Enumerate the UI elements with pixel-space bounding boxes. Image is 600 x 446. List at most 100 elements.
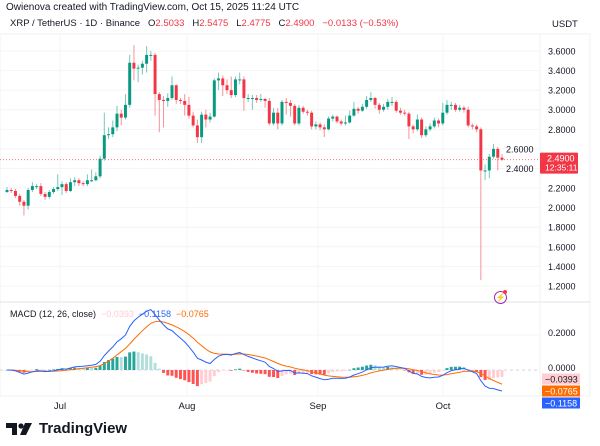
candle-body [9, 190, 13, 192]
macd-signal-line [7, 320, 503, 385]
candle-body [43, 193, 47, 197]
macd-histogram-bar [297, 370, 301, 374]
candle-body [183, 100, 187, 105]
macd-histogram-bar [377, 366, 381, 370]
macd-histogram-bar [327, 370, 331, 374]
lightning-icon[interactable]: ⚡ [494, 291, 507, 304]
symbol-legend: XRP / TetherUS · 1D · Binance O2.5033 H2… [10, 18, 398, 29]
macd-histogram-bar [348, 369, 352, 371]
candle-body [500, 157, 504, 160]
macd-histogram-bar [441, 370, 445, 371]
time-axis-label: Aug [179, 401, 196, 412]
candle-body [187, 104, 191, 116]
macd-histogram-bar [174, 370, 178, 378]
change-value: −0.0133 (−0.53%) [322, 18, 399, 29]
candle-body [73, 180, 77, 183]
macd-histogram-bar [415, 370, 419, 374]
time-axis-label: Sep [310, 401, 327, 412]
candle-body [242, 79, 246, 98]
macd-histogram-bar [365, 365, 369, 370]
candle-body [238, 79, 242, 81]
candle-body [225, 85, 229, 91]
candle-body [157, 94, 161, 100]
macd-value-badge [542, 373, 580, 385]
macd-histogram-bar [81, 368, 85, 370]
candle-body [420, 119, 424, 136]
candle-body [64, 184, 68, 191]
candle-body [360, 106, 364, 111]
macd-histogram-bar [492, 370, 496, 379]
open-value: 2.5033 [155, 18, 185, 29]
macd-signal-value: −0.0765 [176, 309, 209, 319]
candle-body [77, 180, 81, 184]
candle-body [52, 189, 56, 192]
macd-histogram-bar [35, 369, 39, 370]
candle-body [22, 201, 26, 206]
time-axis-label: Oct [436, 401, 451, 412]
candle-body [195, 125, 199, 138]
price-axis-label: 3.0000 [548, 105, 576, 115]
macd-histogram-bar [94, 367, 98, 370]
close-label: C [278, 18, 286, 29]
candle-body [479, 129, 483, 171]
symbol-info[interactable]: XRP / TetherUS · 1D · Binance [10, 18, 141, 29]
macd-histogram-bar [335, 370, 339, 372]
candle-body [432, 120, 436, 127]
close-value: 2.4900 [285, 18, 315, 29]
candle-body [128, 62, 132, 105]
macd-histogram-bar [43, 370, 47, 371]
macd-value-badge-text: −0.1158 [545, 399, 577, 409]
macd-axis-label: 0.0000 [548, 363, 576, 373]
candle-body [453, 104, 457, 110]
macd-histogram-bar [242, 370, 246, 371]
macd-histogram-bar [153, 362, 157, 370]
macd-histogram-bar [102, 362, 106, 370]
macd-histogram-bar [47, 369, 51, 371]
candle-body [85, 180, 89, 185]
macd-histogram-value: −0.0393 [101, 309, 134, 319]
macd-histogram-bar [386, 366, 390, 370]
macd-histogram-bar [322, 370, 326, 375]
candle-body [56, 187, 60, 190]
candle-body [407, 113, 411, 127]
macd-title[interactable]: MACD (12, 26, close) [10, 309, 97, 319]
candle-body [119, 113, 123, 118]
macd-histogram-bar [90, 368, 94, 370]
high-label: H [192, 18, 200, 29]
candle-body [35, 186, 39, 188]
macd-histogram-bar [123, 356, 127, 370]
candle-body [204, 114, 208, 120]
candle-body [492, 148, 496, 157]
price-axis-label: 1.2000 [548, 281, 576, 291]
candle-body [390, 101, 394, 103]
candle-body [102, 135, 106, 159]
macd-value-badge-text: −0.0765 [545, 387, 578, 397]
chart-credit: Owienova created with TradingView.com, O… [6, 2, 300, 13]
macd-histogram-bar [272, 370, 276, 377]
macd-histogram-bar [360, 366, 364, 370]
macd-histogram-bar [132, 351, 136, 370]
candle-body [415, 119, 419, 130]
macd-value-badge-text: −0.0393 [545, 375, 578, 385]
candle-body [208, 116, 212, 120]
macd-histogram-bar [183, 370, 187, 381]
candle-body [149, 54, 153, 56]
candle-body [81, 183, 85, 185]
candle-body [496, 148, 500, 158]
macd-histogram-bar [276, 370, 280, 379]
candle-body [437, 120, 441, 124]
macd-histogram-bar [166, 370, 170, 376]
candle-body [343, 122, 347, 124]
macd-histogram-bar [107, 360, 111, 370]
tradingview-brand: TradingView [39, 420, 128, 437]
candle-body [212, 80, 216, 117]
candle-body [30, 186, 34, 191]
macd-histogram-bar [200, 370, 204, 385]
macd-histogram-bar [449, 366, 453, 370]
low-value: 2.4775 [241, 18, 271, 29]
candle-body [229, 90, 233, 96]
price-axis-label: 2.6000 [506, 144, 534, 154]
macd-histogram-bar [170, 370, 174, 376]
macd-histogram-bar [30, 370, 34, 371]
